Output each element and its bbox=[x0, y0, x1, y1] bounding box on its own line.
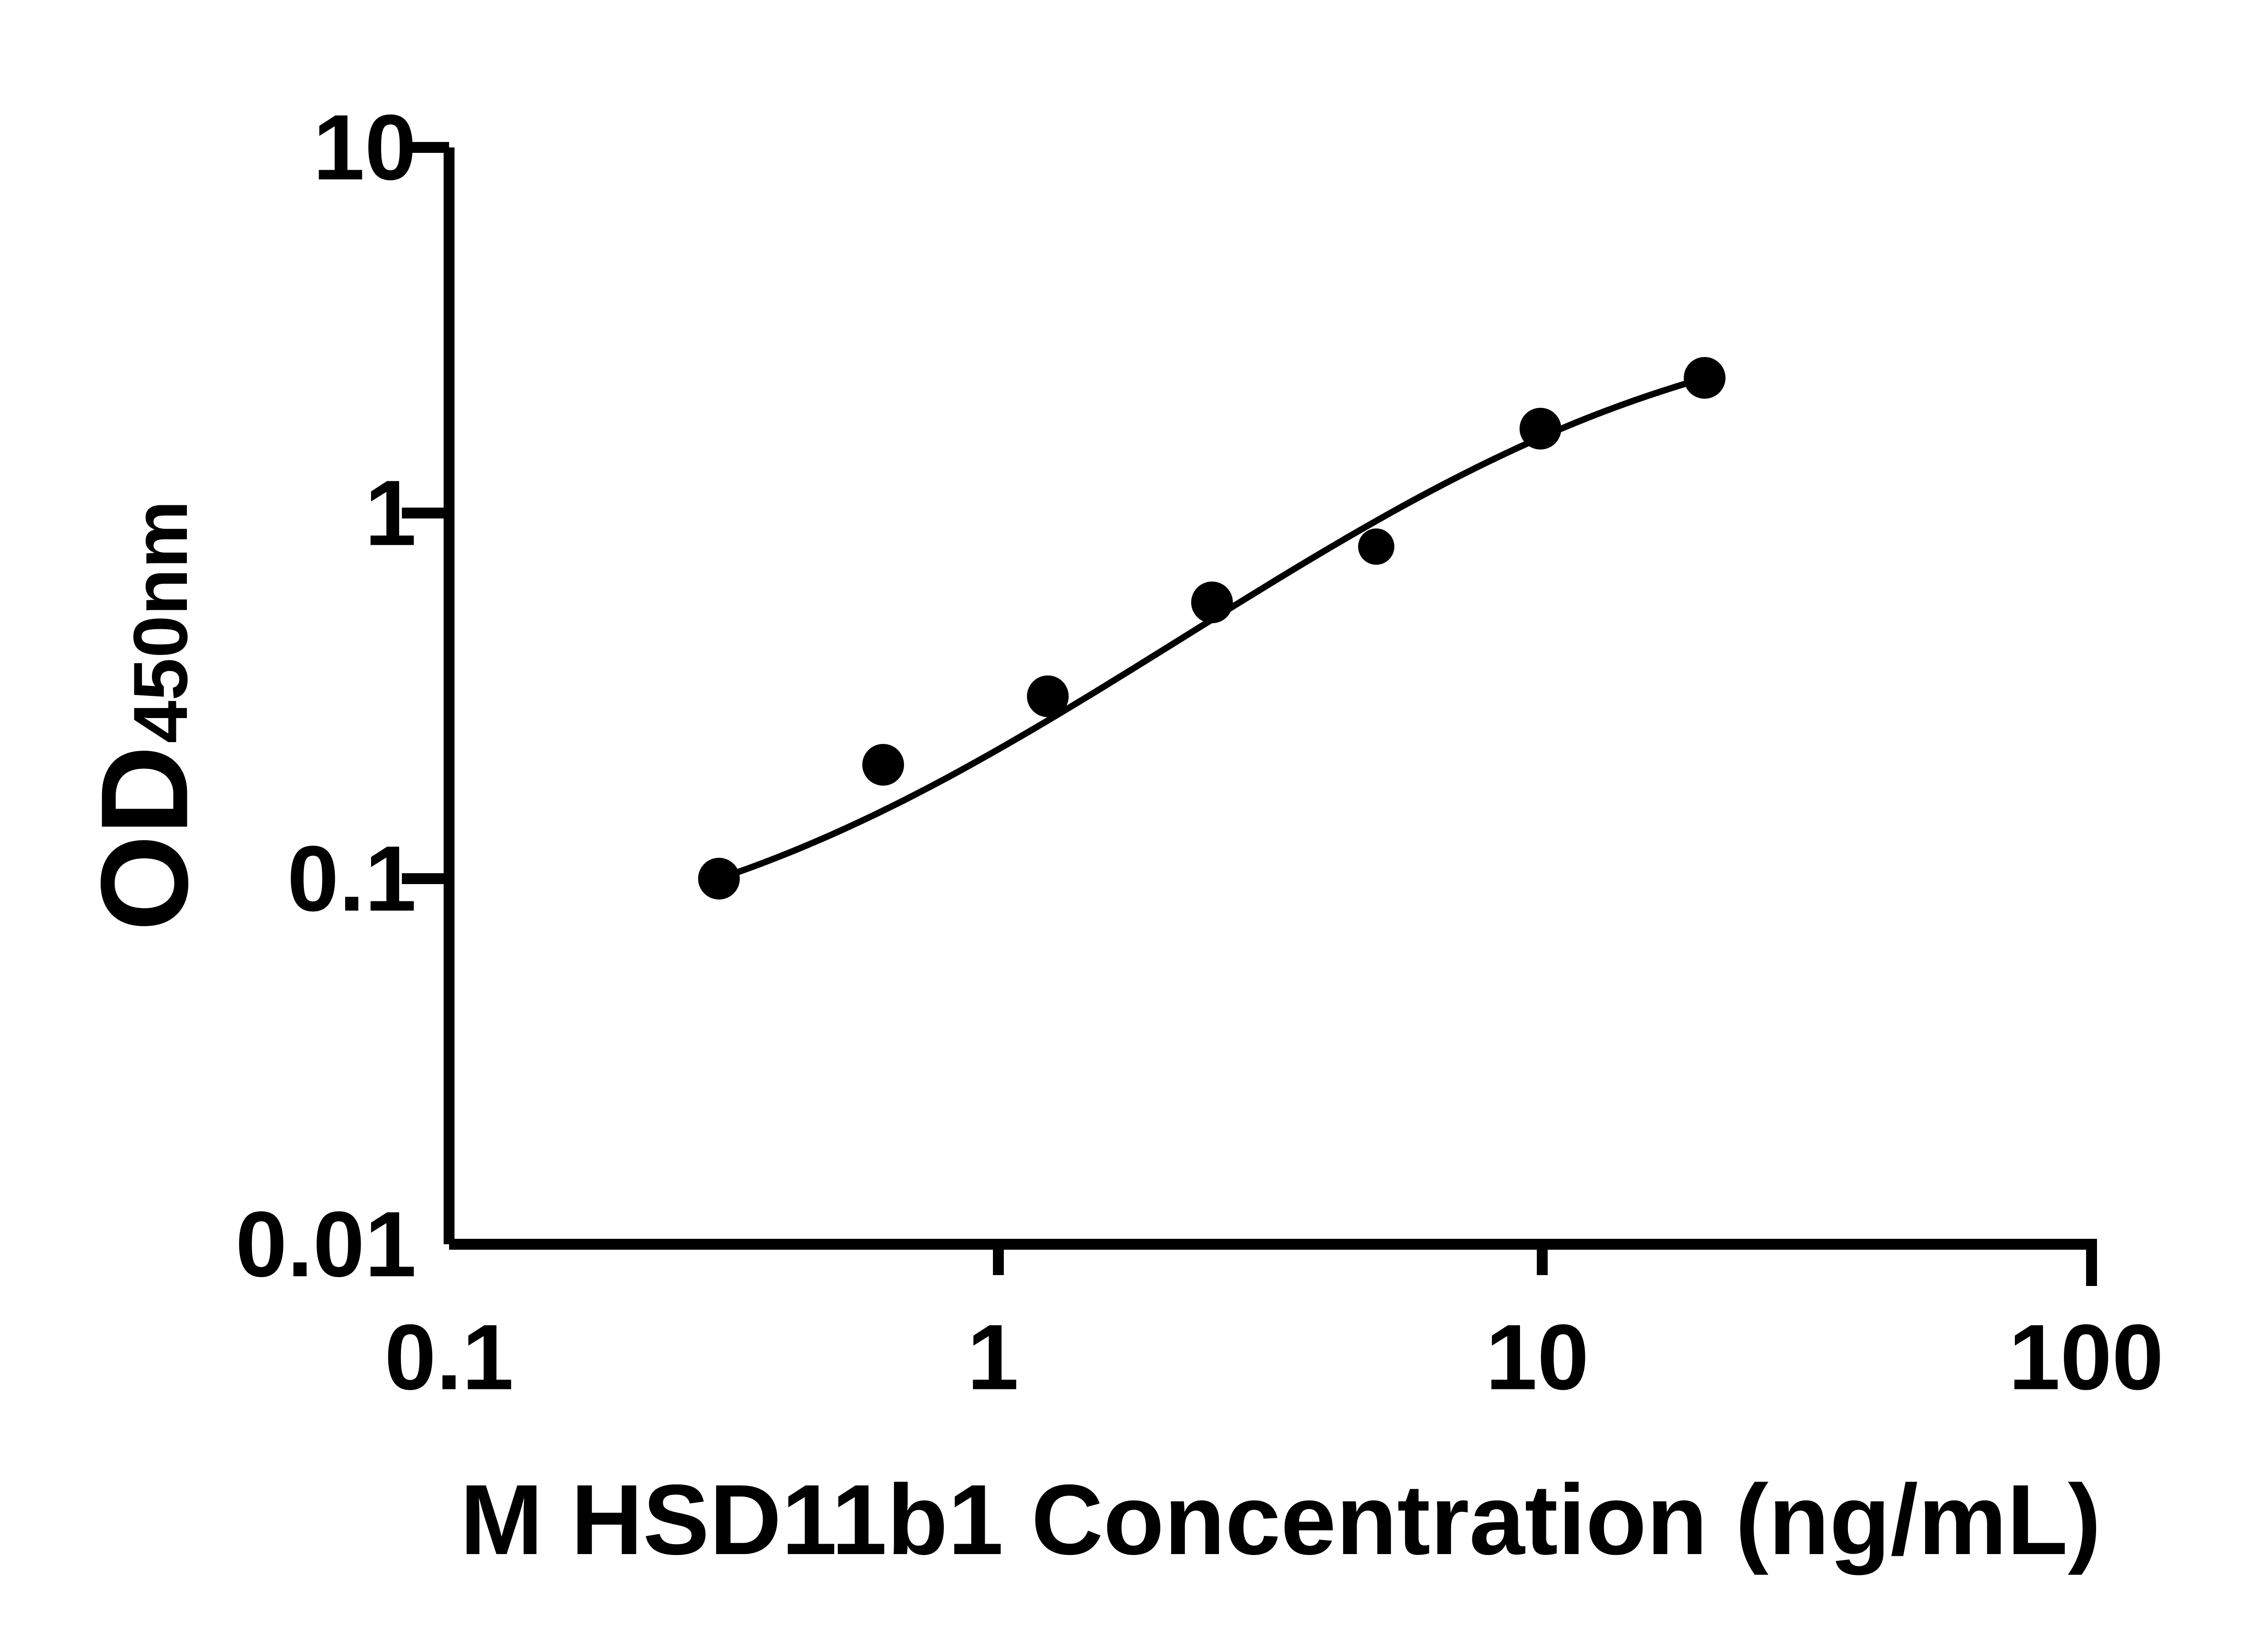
svg-text:OD450nm: OD450nm bbox=[75, 500, 214, 931]
svg-text:1: 1 bbox=[967, 1305, 1019, 1409]
svg-text:0.1: 0.1 bbox=[287, 827, 416, 931]
svg-text:0.1: 0.1 bbox=[385, 1305, 514, 1409]
svg-text:1: 1 bbox=[365, 461, 416, 565]
svg-text:M HSD11b1 Concentration (ng/mL: M HSD11b1 Concentration (ng/mL) bbox=[460, 1464, 2101, 1575]
svg-text:100: 100 bbox=[2009, 1305, 2164, 1409]
svg-text:10: 10 bbox=[1486, 1305, 1589, 1409]
svg-text:10: 10 bbox=[313, 96, 416, 200]
svg-text:0.01: 0.01 bbox=[235, 1193, 416, 1296]
